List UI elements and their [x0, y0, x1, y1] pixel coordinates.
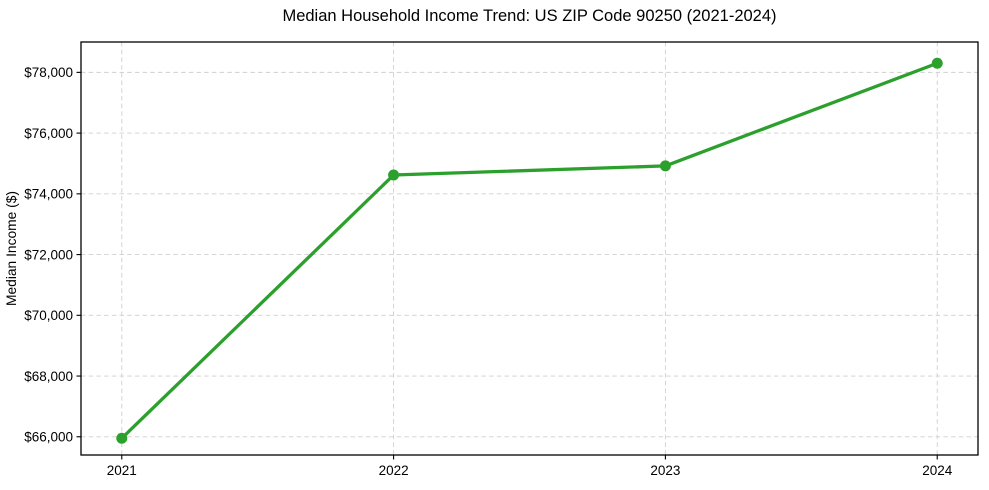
x-tick-label: 2022: [379, 463, 409, 478]
data-point-2021: [116, 432, 128, 444]
y-tick-label: $74,000: [24, 187, 73, 202]
x-tick-label: 2021: [107, 463, 137, 478]
chart-title: Median Household Income Trend: US ZIP Co…: [282, 7, 776, 25]
y-axis-label: Median Income ($): [4, 191, 19, 306]
data-point-2023: [659, 160, 671, 172]
plot-border: [80, 41, 979, 456]
x-tick-labels: 2021 2022 2023 2024: [107, 463, 953, 478]
trend-line-layer: [120, 61, 939, 440]
data-point-2022: [388, 169, 400, 181]
data-point-2024: [931, 57, 943, 69]
y-tick-label: $70,000: [24, 308, 73, 323]
plot-area: [81, 42, 978, 455]
y-tick-label: $66,000: [24, 430, 73, 445]
y-tick-label: $68,000: [24, 369, 73, 384]
y-tick-label: $78,000: [24, 65, 73, 80]
y-gridlines: [81, 71, 978, 438]
x-tick-label: 2023: [650, 463, 680, 478]
y-tick-label: $72,000: [24, 247, 73, 262]
axis-ticks: [76, 71, 938, 460]
x-tick-label: 2024: [922, 463, 953, 478]
y-tick-label: $76,000: [24, 126, 73, 141]
trend-line: [120, 61, 939, 440]
data-point-layer: [116, 57, 943, 444]
y-tick-labels: $66,000 $68,000 $70,000 $72,000 $74,000 $76,0…: [24, 65, 73, 444]
